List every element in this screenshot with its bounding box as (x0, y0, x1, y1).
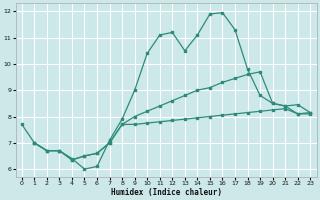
X-axis label: Humidex (Indice chaleur): Humidex (Indice chaleur) (110, 188, 221, 197)
